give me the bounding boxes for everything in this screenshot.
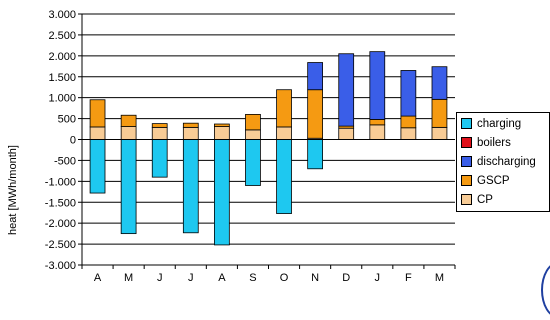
- legend-item-boilers: boilers: [457, 133, 549, 152]
- bar-segment-cp: [431, 126, 448, 140]
- bar-segment-gscp: [151, 123, 168, 128]
- y-tick-label: 2.000: [48, 51, 76, 63]
- bar-segment-cp: [120, 126, 137, 140]
- legend-swatch: [461, 137, 472, 148]
- x-tick-label: A: [94, 272, 102, 284]
- legend-swatch: [461, 175, 472, 186]
- bar-segment-cp: [276, 126, 292, 140]
- y-tick-label: 0: [70, 135, 76, 147]
- legend-label: CP: [477, 193, 493, 206]
- bar-segment-gscp: [89, 99, 106, 128]
- bar-segment-charging: [89, 139, 106, 194]
- bar-segment-gscp: [276, 89, 292, 128]
- legend-item-discharging: discharging: [457, 152, 549, 171]
- axes: 3.000 2.500 2.000 1.500 1.000 500 0 -500 -1.000 -…: [45, 9, 456, 284]
- bar-segment-cp: [338, 127, 355, 140]
- y-tick-label: 500: [58, 114, 76, 126]
- y-axis-label: heat [MWh/month]: [7, 145, 19, 235]
- bars: [89, 51, 448, 246]
- bar-segment-charging: [182, 139, 199, 234]
- y-tick-label: -2.000: [45, 218, 76, 230]
- bar-segment-discharging: [400, 70, 417, 117]
- x-tick-label: N: [311, 272, 319, 284]
- y-tick-label: 3.000: [48, 9, 76, 21]
- bar-segment-gscp: [400, 115, 417, 129]
- y-tick-label: 1.000: [48, 93, 76, 105]
- bar-segment-discharging: [369, 51, 386, 120]
- bar-segment-charging: [245, 139, 261, 186]
- x-tick-label: F: [405, 272, 412, 284]
- legend-label: charging: [477, 117, 522, 130]
- y-tick-label: -2.500: [45, 239, 76, 251]
- bar-segment-discharging: [431, 66, 448, 100]
- bar-segment-cp: [245, 129, 261, 140]
- bar-segment-charging: [307, 139, 323, 170]
- legend-item-charging: charging: [457, 114, 549, 133]
- legend: charging boilers discharging GSCP CP: [456, 112, 550, 212]
- y-tick-label: -1.500: [45, 197, 76, 209]
- bar-segment-gscp: [431, 98, 448, 128]
- legend-item-gscp: GSCP: [457, 171, 549, 190]
- bar-segment-cp: [214, 126, 230, 140]
- bar-segment-charging: [120, 139, 137, 235]
- legend-item-cp: CP: [457, 190, 549, 209]
- bar-segment-cp: [151, 126, 168, 140]
- legend-swatch: [461, 156, 472, 167]
- bar-segment-gscp: [120, 114, 137, 127]
- x-tick-label: S: [249, 272, 256, 284]
- legend-swatch: [461, 118, 472, 129]
- y-tick-label: -3.000: [45, 260, 76, 272]
- bar-segment-cp: [369, 124, 386, 140]
- bar-segment-discharging: [338, 53, 355, 127]
- x-tick-label: M: [124, 272, 133, 284]
- legend-swatch: [461, 194, 472, 205]
- bar-segment-gscp: [182, 122, 199, 128]
- x-tick-label: J: [157, 272, 163, 284]
- legend-label: discharging: [477, 155, 536, 168]
- x-tick-label: A: [218, 272, 226, 284]
- x-tick-label: J: [375, 272, 381, 284]
- x-tick-label: J: [188, 272, 194, 284]
- x-tick-label: M: [435, 272, 444, 284]
- bar-segment-gscp: [214, 123, 230, 127]
- bar-segment-charging: [276, 139, 292, 214]
- y-tick-label: 1.500: [48, 72, 76, 84]
- legend-label: GSCP: [477, 174, 510, 187]
- bar-segment-gscp: [245, 114, 261, 131]
- y-tick-label: 2.500: [48, 30, 76, 42]
- y-tick-label: -500: [54, 155, 76, 167]
- bar-segment-cp: [400, 127, 417, 140]
- bar-segment-charging: [151, 139, 168, 178]
- x-tick-label: D: [342, 272, 350, 284]
- bar-segment-discharging: [307, 62, 323, 91]
- legend-label: boilers: [477, 136, 511, 149]
- bar-segment-charging: [214, 139, 230, 246]
- bar-segment-cp: [182, 126, 199, 140]
- y-tick-label: -1.000: [45, 176, 76, 188]
- bar-segment-cp: [89, 126, 106, 140]
- bar-segment-gscp: [307, 89, 323, 139]
- x-tick-label: O: [280, 272, 289, 284]
- bar-segment-gscp: [369, 119, 386, 126]
